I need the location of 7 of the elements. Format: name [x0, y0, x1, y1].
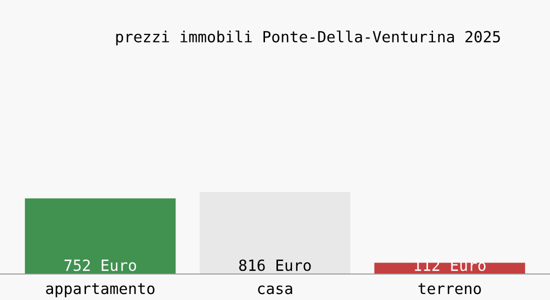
data-label: 816 Euro [239, 259, 311, 272]
data-label: 752 Euro [64, 259, 136, 272]
chart-title: prezzi immobili Ponte-Della-Venturina 2025 [116, 30, 500, 46]
x-tick-label: terreno [418, 283, 481, 294]
x-tick-label: appartamento [46, 283, 154, 298]
data-label: 112 Euro [414, 259, 486, 272]
x-tick-label: casa [258, 285, 292, 294]
